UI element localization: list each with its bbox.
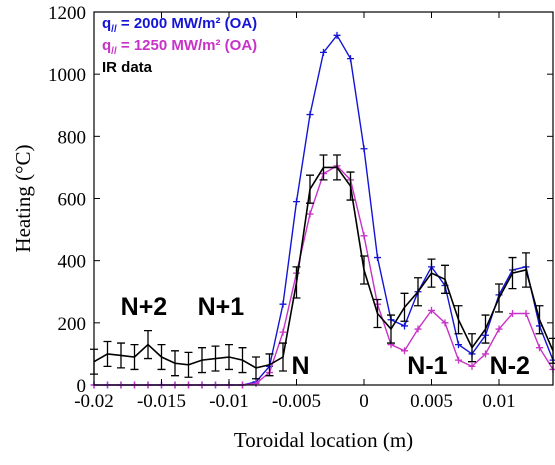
y-tick-label: 0 (77, 376, 87, 397)
y-tick-label: 800 (58, 127, 87, 148)
x-tick-label: -0.01 (209, 391, 249, 412)
x-tick-label: 0.005 (410, 391, 453, 412)
legend-entry-text: = 1250 MW/m² (OA) (117, 37, 257, 54)
y-tick-label: 600 (58, 190, 87, 211)
y-tick-label: 400 (58, 252, 87, 273)
region-label: N+1 (198, 293, 245, 321)
y-tick-label: 1000 (48, 65, 86, 86)
region-label: N-1 (407, 352, 447, 380)
plot-background (94, 12, 553, 385)
legend-entry-text: = 2000 MW/m² (OA) (117, 15, 257, 32)
region-label: N-2 (490, 352, 530, 380)
y-tick-label: 1200 (48, 3, 86, 24)
x-tick-label: -0.005 (272, 391, 321, 412)
legend-entry-text: IR data (102, 59, 153, 76)
legend-entry: IR data (102, 59, 153, 76)
region-label: N (292, 352, 310, 380)
legend-entry-symbol: q (102, 37, 111, 54)
region-label: N+2 (121, 293, 168, 321)
legend-entry-symbol: q (102, 15, 111, 32)
y-axis-label: Heating (°C) (11, 144, 35, 252)
x-tick-label: -0.015 (137, 391, 186, 412)
y-tick-label: 200 (58, 314, 87, 335)
x-axis-label: Toroidal location (m) (234, 428, 413, 452)
x-tick-label: 0 (359, 391, 369, 412)
plot-area (94, 12, 553, 385)
x-tick-label: 0.01 (482, 391, 515, 412)
